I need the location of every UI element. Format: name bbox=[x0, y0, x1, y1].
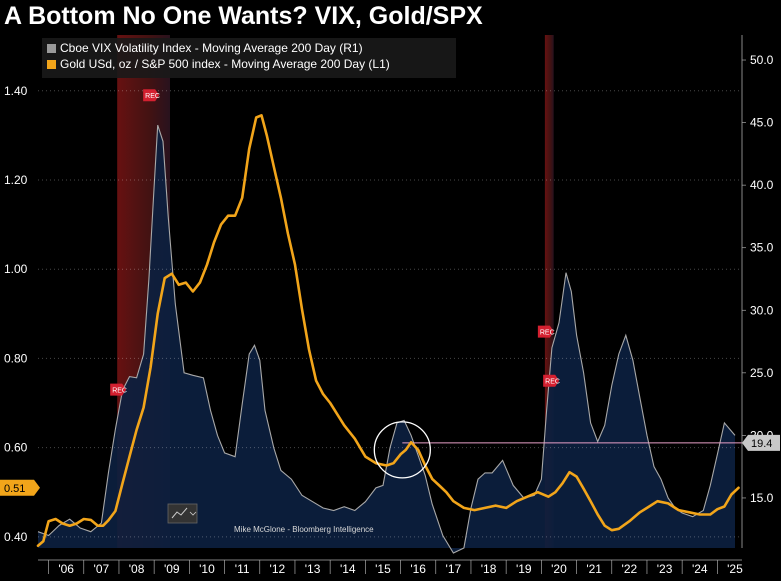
legend-swatch bbox=[47, 60, 56, 69]
left-tick-label: 0.60 bbox=[4, 441, 28, 455]
recession-band bbox=[544, 35, 554, 548]
source-credit: Mike McGlone - Bloomberg Intelligence bbox=[234, 525, 374, 534]
rec-marker-label: REC bbox=[545, 379, 560, 386]
x-tick-label: '11 bbox=[235, 562, 250, 576]
rec-marker-shape bbox=[110, 383, 127, 396]
vix-badge-label: 19.4 bbox=[751, 438, 772, 450]
rec-marker-label: REC bbox=[112, 388, 127, 395]
chart-title: A Bottom No One Wants? VIX, Gold/SPX bbox=[4, 2, 483, 30]
x-tick-label: '10 bbox=[199, 562, 215, 576]
x-tick-label: '16 bbox=[410, 562, 426, 576]
gold-spx-value-badge: 0.51 bbox=[0, 479, 40, 496]
right-tick-label: 50.0 bbox=[750, 53, 774, 67]
left-tick-label: 0.80 bbox=[4, 351, 28, 365]
right-tick-label: 40.0 bbox=[750, 178, 774, 192]
rec-marker-shape bbox=[537, 325, 554, 338]
gold-spx-badge-shape bbox=[0, 479, 40, 496]
x-tick-label: '23 bbox=[657, 562, 673, 576]
rec-marker: REC bbox=[110, 383, 127, 396]
right-tick-label: 25.0 bbox=[750, 366, 774, 380]
rec-marker-label: REC bbox=[145, 93, 160, 100]
x-tick-label: '09 bbox=[164, 562, 180, 576]
x-tick-label: '22 bbox=[622, 562, 638, 576]
rec-marker-label: REC bbox=[540, 330, 555, 337]
annotation-circle bbox=[373, 421, 431, 479]
right-tick-label: 45.0 bbox=[750, 116, 774, 130]
rec-marker: REC bbox=[537, 325, 555, 338]
x-tick-label: '21 bbox=[586, 562, 602, 576]
vix-value-badge: 19.4 bbox=[742, 434, 780, 451]
x-tick-label: '15 bbox=[375, 562, 391, 576]
x-tick-label: '08 bbox=[129, 562, 145, 576]
legend-box bbox=[42, 38, 456, 78]
rec-marker-shape bbox=[143, 89, 160, 102]
gold-spx-badge-label: 0.51 bbox=[4, 483, 25, 495]
rec-marker-shape bbox=[543, 374, 560, 387]
left-tick-label: 1.00 bbox=[4, 262, 28, 276]
chart-type-icon-glyph bbox=[171, 507, 188, 519]
left-tick-label: 1.40 bbox=[4, 84, 28, 98]
x-tick-label: '12 bbox=[270, 562, 286, 576]
x-tick-label: '13 bbox=[305, 562, 321, 576]
x-tick-label: '19 bbox=[516, 562, 532, 576]
vix-badge-shape bbox=[742, 434, 780, 451]
x-tick-label: '06 bbox=[58, 562, 74, 576]
x-tick-label: '14 bbox=[340, 562, 356, 576]
x-tick-label: '20 bbox=[551, 562, 567, 576]
legend-swatch bbox=[47, 44, 56, 53]
left-tick-label: 0.40 bbox=[4, 530, 28, 544]
vix-area bbox=[38, 125, 735, 553]
left-tick-label: 1.20 bbox=[4, 173, 28, 187]
x-tick-label: '25 bbox=[727, 562, 743, 576]
rec-marker: REC bbox=[543, 374, 560, 387]
chevron-down-icon bbox=[189, 511, 197, 516]
x-tick-label: '24 bbox=[692, 562, 708, 576]
legend-label: Gold USd, oz / S&P 500 index - Moving Av… bbox=[60, 57, 390, 71]
chart-type-icon bbox=[167, 503, 198, 524]
gold-spx-line bbox=[36, 114, 740, 548]
legend-label: Cboe VIX Volatility Index - Moving Avera… bbox=[60, 41, 363, 55]
right-tick-label: 35.0 bbox=[750, 241, 774, 255]
x-tick-label: '18 bbox=[481, 562, 497, 576]
right-tick-label: 15.0 bbox=[750, 491, 774, 505]
rec-marker: REC bbox=[143, 89, 160, 102]
x-tick-label: '07 bbox=[94, 562, 110, 576]
x-tick-label: '17 bbox=[446, 562, 462, 576]
right-tick-label: 30.0 bbox=[750, 303, 774, 317]
